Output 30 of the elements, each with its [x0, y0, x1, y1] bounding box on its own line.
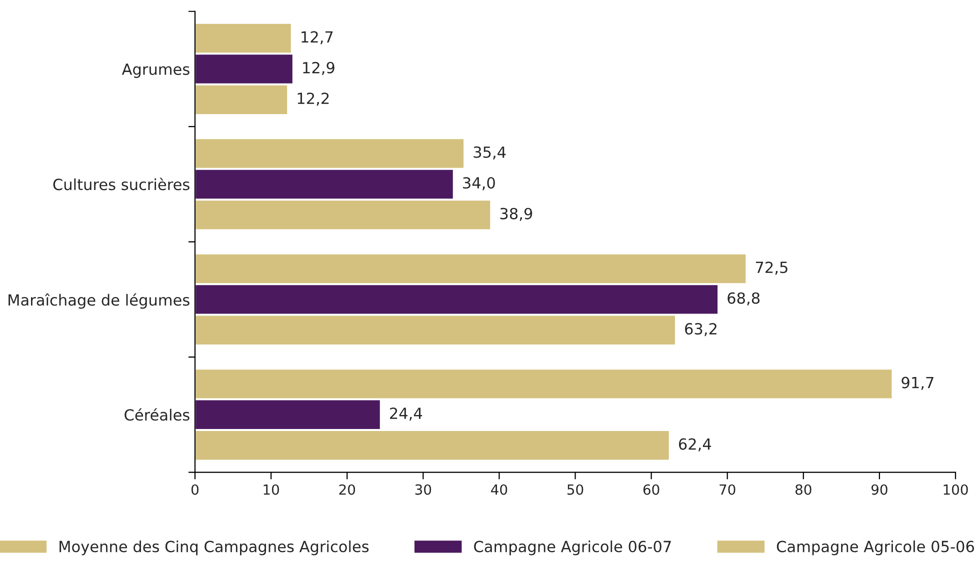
y-tick-label: Céréales: [124, 408, 190, 421]
x-tick-label: 30: [415, 484, 432, 495]
x-tick-label: 100: [944, 484, 968, 495]
y-tick-label: Agrumes: [122, 64, 190, 78]
data-label: 12,2: [298, 92, 329, 106]
data-label: 68,8: [728, 292, 760, 306]
data-label: 62,4: [678, 438, 712, 452]
y-tick-label: Maraîchage de légumes: [8, 293, 190, 309]
data-label: 24,4: [390, 408, 422, 421]
x-tick-label: 70: [720, 484, 736, 495]
x-tick-label: 10: [264, 484, 279, 495]
data-label: 12,9: [303, 62, 334, 75]
x-tick-label: 50: [567, 484, 584, 495]
data-label: 63,2: [685, 323, 716, 336]
data-label: 38,9: [500, 208, 532, 221]
data-label: 72,5: [756, 262, 788, 275]
y-tick-label: Cultures sucrières: [53, 178, 190, 190]
x-tick-label: 0: [191, 484, 198, 495]
data-label: 34,0: [463, 177, 495, 190]
legend-label: Campagne Agricole 06-07: [474, 540, 671, 556]
x-tick-label: 40: [491, 484, 508, 495]
x-tick-label: 90: [871, 484, 888, 495]
legend-label: Moyenne des Cinq Campagnes Agricoles: [60, 540, 369, 556]
data-label: 91,7: [902, 376, 934, 390]
data-label: 12,7: [302, 31, 333, 44]
data-label: 35,4: [474, 146, 506, 160]
x-tick-label: 60: [643, 484, 660, 495]
x-tick-label: 80: [796, 484, 812, 495]
x-tick-label: 20: [339, 484, 356, 495]
legend-label: Campagne Agricole 05-06: [776, 540, 974, 556]
